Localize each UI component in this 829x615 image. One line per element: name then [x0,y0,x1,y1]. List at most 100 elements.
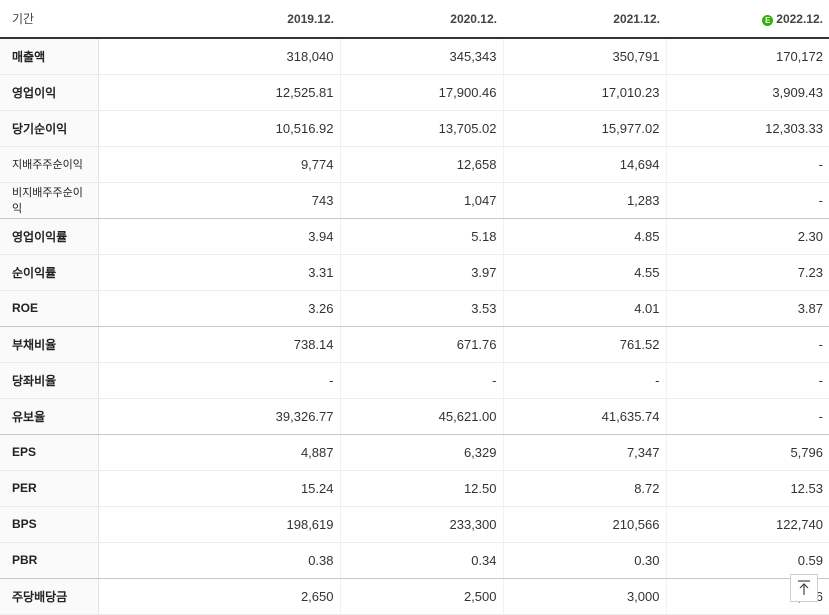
table-row: BPS 198,619 233,300 210,566 122,740 [0,506,829,543]
value-cell-2019: 198,619 [97,506,340,543]
table-row: 비지배주주순이익 743 1,047 1,283- [0,182,829,219]
value-cell-2020: - [339,362,503,399]
value-cell-2021: 8.72 [502,470,666,507]
row-label: PBR [0,542,99,579]
value-cell-2020: 12.50 [339,470,503,507]
value-cell-2019: 743 [97,182,340,219]
row-label: 부채비율 [0,326,99,363]
value-cell-2020: 3.97 [339,254,503,291]
table-row: PBR 0.38 0.34 0.30 0.59 [0,542,829,579]
value-cell-2020: 3.53 [339,290,503,327]
value-cell-2021: 15,977.02 [502,110,666,147]
value-cell-2021: 17,010.23 [502,74,666,111]
value-cell-2022: - [665,326,829,363]
row-label: 영업이익률 [0,218,99,255]
table-row: 당좌비율 - - - - [0,362,829,399]
table-row: 영업이익률 3.94 5.18 4.85 2.30 [0,218,829,255]
value-cell-2021: - [502,362,666,399]
table-row: ROE 3.26 3.53 4.01 3.87 [0,290,829,327]
value-cell-2022: 12.53 [665,470,829,507]
period-header-2020: 2020.12. [340,0,503,39]
row-label: 지배주주순이익 [0,146,99,183]
value-cell-2021: 4.85 [502,218,666,255]
value-cell-2020: 345,343 [339,38,503,75]
value-cell-2019: 738.14 [97,326,340,363]
value-cell-2022: - [665,146,829,183]
row-label: 순이익률 [0,254,99,291]
value-cell-2022: 12,303.33 [665,110,829,147]
value-cell-2019: 3.31 [97,254,340,291]
value-cell-2020: 2,500 [339,578,503,615]
row-label: 주당배당금 [0,578,99,615]
value-cell-2019: 12,525.81 [97,74,340,111]
value-cell-2022: 7.23 [665,254,829,291]
value-cell-2020: 13,705.02 [339,110,503,147]
table-row: EPS 4,887 6,329 7,347 5,796 [0,434,829,471]
value-cell-2021: 3,000 [502,578,666,615]
table-row: 당기순이익 10,516.92 13,705.02 15,977.02 12,303.3… [0,110,829,147]
value-cell-2022: 122,740 [665,506,829,543]
value-cell-2020: 45,621.00 [339,398,503,435]
table-row: 지배주주순이익 9,774 12,658 14,694- [0,146,829,183]
period-header-2022-label: 2022.12. [776,11,823,26]
scroll-to-top-button[interactable] [790,574,818,602]
value-cell-2021: 7,347 [502,434,666,471]
estimate-icon: E [762,14,774,26]
row-label: PER [0,470,99,507]
row-label: EPS [0,434,99,471]
row-label: 영업이익 [0,74,99,111]
value-cell-2022: 0.59 [665,542,829,579]
value-cell-2020: 0.34 [339,542,503,579]
period-header-2019: 2019.12. [98,0,340,39]
value-cell-2020: 671.76 [339,326,503,363]
row-label: 당기순이익 [0,110,99,147]
value-cell-2019: 0.38 [97,542,340,579]
value-cell-2022: 3.87 [665,290,829,327]
table-row: 부채비율 738.14 671.76 761.52- [0,326,829,363]
value-cell-2019: 318,040 [97,38,340,75]
value-cell-2019: 10,516.92 [97,110,340,147]
value-cell-2022: - [665,182,829,219]
row-label: 당좌비율 [0,362,99,399]
value-cell-2022: 170,172 [665,38,829,75]
value-cell-2019: 3.94 [97,218,340,255]
value-cell-2019: 39,326.77 [97,398,340,435]
value-cell-2021: 4.55 [502,254,666,291]
table-row: PER 15.24 12.50 8.72 12.53 [0,470,829,507]
table-row: 유보율 39,326.77 45,621.00 41,635.74- [0,398,829,435]
value-cell-2021: 350,791 [502,38,666,75]
value-cell-2019: - [97,362,340,399]
value-cell-2019: 15.24 [97,470,340,507]
table-header-row: 기간 2019.12. 2020.12. 2021.12. E 2022.12. [0,0,829,39]
row-label: 비지배주주순이익 [0,182,99,219]
value-cell-2022: - [665,362,829,399]
period-header-label: 기간 [0,0,98,39]
row-label: BPS [0,506,99,543]
value-cell-2020: 5.18 [339,218,503,255]
value-cell-2021: 0.30 [502,542,666,579]
value-cell-2021: 1,283 [502,182,666,219]
value-cell-2019: 3.26 [97,290,340,327]
table-row: 순이익률 3.31 3.97 4.55 7.23 [0,254,829,291]
row-label: ROE [0,290,99,327]
value-cell-2021: 210,566 [502,506,666,543]
value-cell-2020: 233,300 [339,506,503,543]
value-cell-2021: 761.52 [502,326,666,363]
value-cell-2020: 17,900.46 [339,74,503,111]
value-cell-2022: 3,909.43 [665,74,829,111]
row-label: 매출액 [0,38,99,75]
value-cell-2022: 5,796 [665,434,829,471]
value-cell-2020: 1,047 [339,182,503,219]
period-header-2021: 2021.12. [503,0,666,39]
table-row: 영업이익 12,525.81 17,900.46 17,010.23 3,909.43 [0,74,829,111]
value-cell-2021: 41,635.74 [502,398,666,435]
value-cell-2019: 4,887 [97,434,340,471]
value-cell-2020: 12,658 [339,146,503,183]
value-cell-2019: 2,650 [97,578,340,615]
value-cell-2020: 6,329 [339,434,503,471]
arrow-up-to-top-icon [798,580,810,595]
row-label: 유보율 [0,398,99,435]
table-row: 매출액 318,040 345,343 350,791 170,172 [0,38,829,75]
